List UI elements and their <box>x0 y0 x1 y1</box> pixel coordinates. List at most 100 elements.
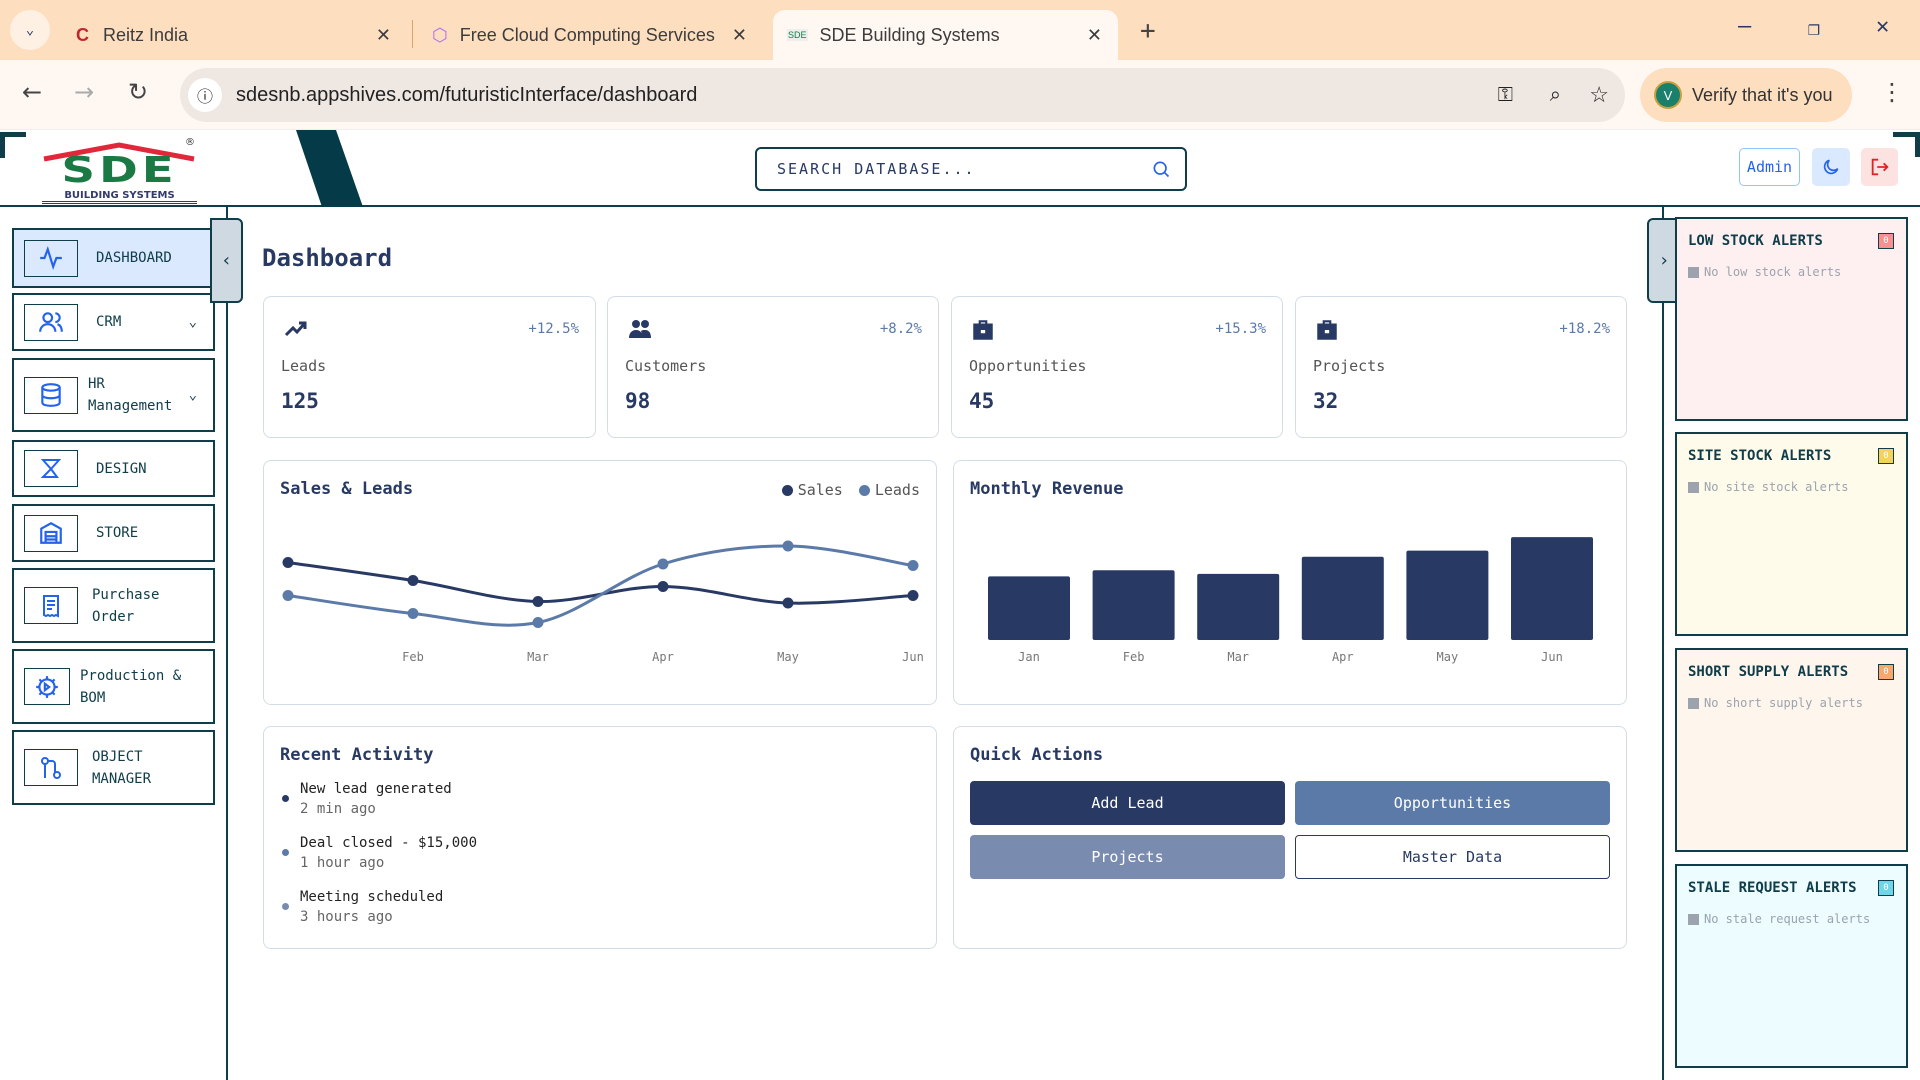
tab-title: Free Cloud Computing Services <box>459 24 715 45</box>
chevron-down-icon[interactable]: ⌄ <box>188 387 197 403</box>
sidebar-item-crm[interactable]: CRM ⌄ <box>12 293 215 351</box>
activity-text: New lead generated <box>300 781 452 797</box>
app-header: ® SDE BUILDING SYSTEMS SEARCH DATABASE..… <box>0 130 1920 207</box>
sidebar-item-hr-management[interactable]: HR Management ⌄ <box>12 358 215 432</box>
admin-label: Admin <box>1746 158 1793 176</box>
zoom-icon[interactable]: ⌕ <box>1549 83 1561 106</box>
restore-button[interactable]: ❐ <box>1808 16 1821 40</box>
data-point-leads <box>282 590 294 601</box>
search-input[interactable]: SEARCH DATABASE... <box>755 147 1187 191</box>
x-tick-label: Feb <box>402 650 424 664</box>
master-data-button[interactable]: Master Data <box>1295 835 1610 879</box>
close-tab-icon[interactable]: ✕ <box>1086 24 1102 45</box>
button-label: Opportunities <box>1393 794 1512 812</box>
stat-card-projects[interactable]: +18.2% Projects 32 <box>1295 296 1627 438</box>
recent-activity-card: Recent Activity New lead generated 2 min… <box>263 726 937 949</box>
sidebar-item-production-bom[interactable]: Production & BOM <box>12 649 215 724</box>
stat-change: +15.3% <box>1215 321 1266 337</box>
chevron-down-icon[interactable]: ⌄ <box>188 314 197 330</box>
alert-empty-text: No site stock alerts <box>1704 480 1849 494</box>
bookmark-star-icon[interactable]: ☆ <box>1589 82 1609 107</box>
bar-feb <box>1092 570 1175 640</box>
legend-leads-label: Leads <box>874 481 920 499</box>
sidebar-item-store[interactable]: STORE <box>12 504 215 562</box>
header-slash-decoration <box>296 130 363 207</box>
minimize-button[interactable]: — <box>1738 14 1752 39</box>
alert-title: LOW STOCK ALERTS <box>1688 233 1823 249</box>
sidebar-item-design[interactable]: DESIGN <box>12 440 215 497</box>
x-tick-label: Mar <box>527 650 549 664</box>
alert-empty-text: No stale request alerts <box>1704 912 1871 926</box>
close-window-button[interactable]: ✕ <box>1876 14 1890 39</box>
sidebar-item-label: OBJECT MANAGER <box>92 748 152 787</box>
close-tab-icon[interactable]: ✕ <box>375 24 391 45</box>
close-tab-icon[interactable]: ✕ <box>731 24 747 45</box>
stat-card-customers[interactable]: +8.2% Customers 98 <box>607 296 939 438</box>
stat-label: Projects <box>1313 357 1386 375</box>
add-lead-button[interactable]: Add Lead <box>970 781 1285 825</box>
sidebar-item-dashboard[interactable]: DASHBOARD <box>12 228 215 288</box>
tab-title: Reitz India <box>103 24 189 45</box>
data-point-sales <box>282 557 294 568</box>
activity-item: Meeting scheduled 3 hours ago <box>282 889 443 925</box>
browser-tab-active[interactable]: SDE SDE Building Systems ✕ <box>773 10 1118 60</box>
alert-empty-text: No short supply alerts <box>1704 696 1863 710</box>
theme-toggle-button[interactable] <box>1812 148 1850 186</box>
search-icon[interactable] <box>1151 159 1171 179</box>
sidebar-item-object-manager[interactable]: OBJECT MANAGER <box>12 730 215 805</box>
back-icon[interactable]: ← <box>22 78 43 106</box>
corner-decoration <box>0 132 5 158</box>
x-tick-label: May <box>777 650 799 664</box>
data-point-sales <box>782 597 794 609</box>
password-key-icon[interactable]: ⚿ <box>1497 83 1513 106</box>
sidebar-item-purchase-order[interactable]: Purchase Order <box>12 568 215 643</box>
projects-button[interactable]: Projects <box>970 835 1285 879</box>
card-title: Quick Actions <box>970 745 1104 765</box>
activity-icon <box>24 239 78 277</box>
design-icon <box>24 450 78 487</box>
activity-time: 2 min ago <box>300 801 376 817</box>
site-info-icon[interactable]: ⓘ <box>188 78 222 112</box>
reload-icon[interactable]: ↻ <box>128 78 149 106</box>
stat-card-opportunities[interactable]: +15.3% Opportunities 45 <box>951 296 1283 438</box>
activity-text: Deal closed - $15,000 <box>300 835 478 851</box>
logout-button[interactable] <box>1861 148 1898 186</box>
forward-icon[interactable]: → <box>74 78 95 106</box>
tab-search-button[interactable]: ⌄ <box>10 10 50 50</box>
profile-button[interactable]: V Verify that it's you <box>1640 68 1852 122</box>
admin-button[interactable]: Admin <box>1739 148 1800 186</box>
empty-square-icon <box>1688 697 1699 709</box>
line-chart: Feb Mar Apr May Jun <box>282 540 924 664</box>
chevron-right-icon: › <box>1658 250 1670 271</box>
alerts-panel-divider <box>1662 207 1664 1080</box>
menu-icon[interactable]: ⋮ <box>1880 78 1904 106</box>
monthly-revenue-chart-card: Monthly Revenue Jan Feb Mar Apr May Jun <box>953 460 1627 705</box>
browser-tab[interactable]: ⬡ Free Cloud Computing Services ✕ <box>418 10 763 60</box>
sidebar-collapse-button[interactable]: ‹ <box>210 218 243 303</box>
browser-tab[interactable]: C Reitz India ✕ <box>62 10 407 60</box>
alert-empty-state: No short supply alerts <box>1688 696 1863 710</box>
x-tick-label: Mar <box>1227 650 1249 664</box>
address-bar[interactable]: ⓘ sdesnb.appshives.com/futuristicInterfa… <box>180 68 1625 122</box>
chart-title: Sales & Leads <box>280 479 414 499</box>
series-line-leads <box>287 544 914 627</box>
alert-count-badge: 0 <box>1878 880 1894 896</box>
legend-sales-marker <box>781 484 793 496</box>
sales-leads-chart-card: Sales & Leads Sales Leads Feb Mar Apr May Ju… <box>263 460 937 705</box>
stat-card-leads[interactable]: +12.5% Leads 125 <box>263 296 596 438</box>
new-tab-button[interactable]: + <box>1140 16 1156 46</box>
alert-title: SITE STOCK ALERTS <box>1688 448 1832 464</box>
receipt-icon <box>24 587 78 624</box>
data-point-leads <box>782 540 794 552</box>
logo[interactable]: ® SDE BUILDING SYSTEMS <box>42 135 197 207</box>
sidebar-item-label: STORE <box>96 525 139 541</box>
bar-jun <box>1511 537 1593 640</box>
bar-chart: Jan Feb Mar Apr May Jun <box>988 537 1593 664</box>
corner-decoration <box>1915 132 1920 157</box>
activity-dot <box>282 795 289 802</box>
opportunities-button[interactable]: Opportunities <box>1295 781 1610 825</box>
database-icon <box>24 376 78 414</box>
activity-dot <box>282 849 289 856</box>
alert-empty-state: No site stock alerts <box>1688 480 1849 494</box>
site-stock-alerts-panel: SITE STOCK ALERTS 0 No site stock alerts <box>1675 432 1908 636</box>
